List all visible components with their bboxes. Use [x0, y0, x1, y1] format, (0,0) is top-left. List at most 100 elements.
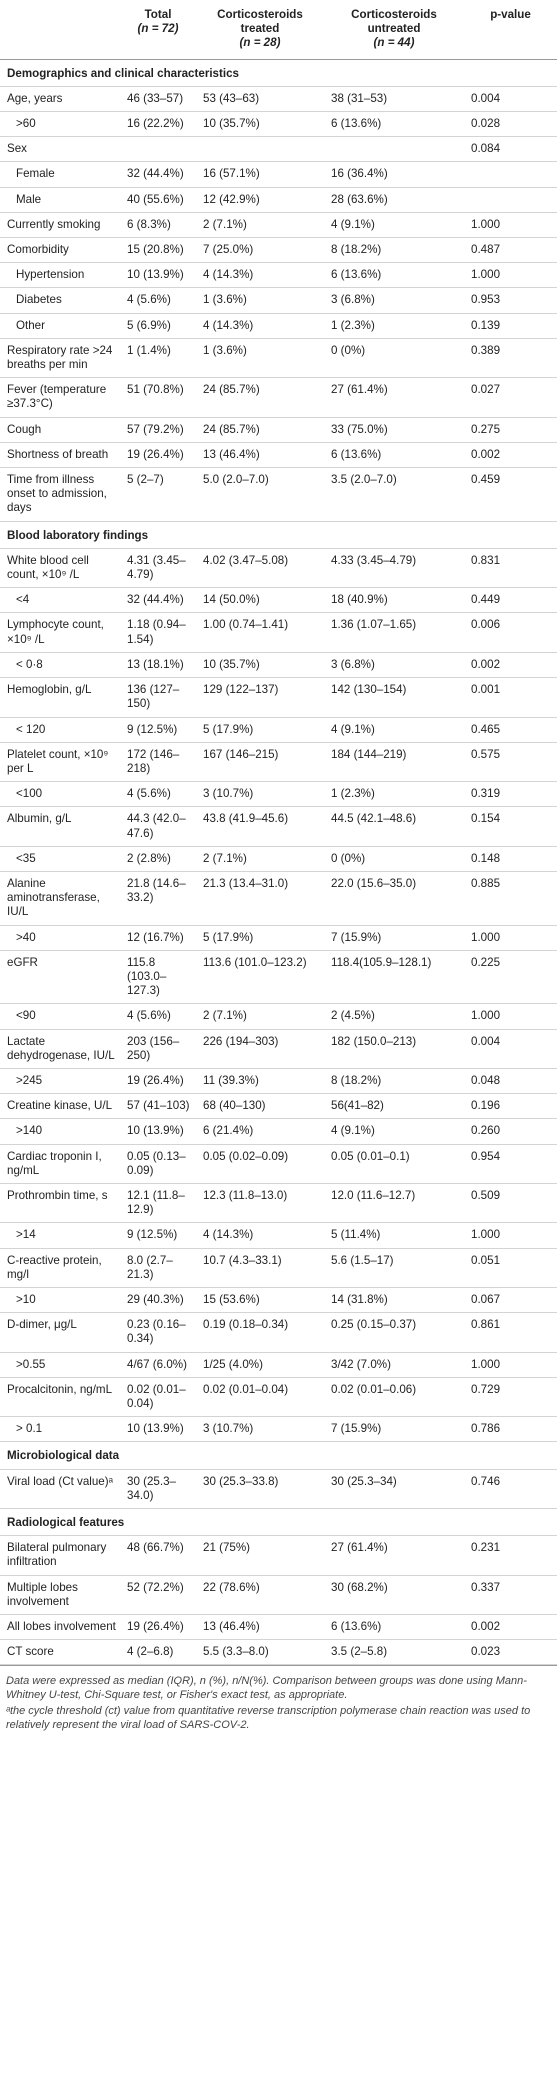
cell: 68 (40–130)	[196, 1093, 324, 1120]
cell: 10 (35.7%)	[196, 652, 324, 679]
data-row: Alanine aminotransferase, IU/L 21.8 (14.6…	[0, 871, 557, 926]
data-row: Shortness of breath 19 (26.4%) 13 (46.4%) 6…	[0, 442, 557, 469]
cell: 0.953	[464, 287, 557, 314]
section-heading: Demographics and clinical characteristic…	[0, 59, 557, 87]
data-row: Respiratory rate >24 breaths per min 1 (1…	[0, 338, 557, 379]
cell: 0.139	[464, 313, 557, 339]
cell: 19 (26.4%)	[120, 1614, 196, 1641]
cell: 1.00 (0.74–1.41)	[196, 612, 324, 653]
cell: 0.19 (0.18–0.34)	[196, 1312, 324, 1353]
row-label: < 120	[0, 717, 120, 743]
cell: 129 (122–137)	[196, 677, 324, 718]
section-row: Radiological features	[0, 1508, 557, 1537]
cell: 1.000	[464, 1003, 557, 1030]
cell: 172 (146–218)	[120, 742, 196, 783]
data-row: Diabetes 4 (5.6%) 1 (3.6%) 3 (6.8%) 0.953	[0, 287, 557, 314]
cell: 57 (41–103)	[120, 1093, 196, 1120]
row-label: Shortness of breath	[0, 442, 120, 469]
cell: 6 (21.4%)	[196, 1118, 324, 1145]
cell: 0.487	[464, 237, 557, 264]
row-label: >60	[0, 111, 120, 138]
cell: 1.000	[464, 1222, 557, 1249]
row-label: Time from illness onset to admission, da…	[0, 467, 120, 522]
row-label: Prothrombin time, s	[0, 1183, 120, 1224]
cell: 0.051	[464, 1248, 557, 1288]
section-heading: Microbiological data	[0, 1441, 557, 1470]
row-label: >0.55	[0, 1352, 120, 1378]
cell: 44.5 (42.1–48.6)	[324, 806, 464, 847]
data-row: Fever (temperature ≥37.3°C) 51 (70.8%) 24 …	[0, 377, 557, 418]
data-row: Sex 0.084	[0, 136, 557, 163]
row-label: Procalcitonin, ng/mL	[0, 1377, 120, 1418]
cell: 30 (25.3–34)	[324, 1469, 464, 1510]
data-row: Platelet count, ×10⁹ per L 172 (146–218) 1…	[0, 742, 557, 783]
header-cell: Total (n = 72)	[120, 0, 196, 60]
row-label: Platelet count, ×10⁹ per L	[0, 742, 120, 783]
cell: 2 (7.1%)	[196, 846, 324, 872]
cell: 3 (10.7%)	[196, 781, 324, 808]
data-row: Time from illness onset to admission, da…	[0, 467, 557, 522]
cell: 14 (31.8%)	[324, 1287, 464, 1314]
row-label: >14	[0, 1222, 120, 1249]
header-title: Corticosteroids treated	[217, 8, 303, 36]
cell: 0.148	[464, 846, 557, 872]
cell: 0.260	[464, 1118, 557, 1145]
data-row: C-reactive protein, mg/l 8.0 (2.7–21.3) 10…	[0, 1248, 557, 1288]
cell: 0.459	[464, 467, 557, 522]
data-row: Cough 57 (79.2%) 24 (85.7%) 33 (75.0%) 0.275	[0, 417, 557, 443]
row-label: CT score	[0, 1639, 120, 1666]
cell: 15 (20.8%)	[120, 237, 196, 264]
data-row: >14 9 (12.5%) 4 (14.3%) 5 (11.4%) 1.000	[0, 1222, 557, 1249]
cell	[464, 187, 557, 213]
row-label: D-dimer, μg/L	[0, 1312, 120, 1353]
section-row: Microbiological data	[0, 1441, 557, 1470]
row-label: eGFR	[0, 950, 120, 1005]
row-label: >10	[0, 1287, 120, 1314]
cell: 30 (25.3–34.0)	[120, 1469, 196, 1510]
cell: 4 (14.3%)	[196, 1222, 324, 1249]
cell: 12 (42.9%)	[196, 187, 324, 213]
cell: 0.002	[464, 1614, 557, 1641]
row-label: Hemoglobin, g/L	[0, 677, 120, 718]
row-label: < 0·8	[0, 652, 120, 679]
data-row: Prothrombin time, s 12.1 (11.8–12.9) 12.3 …	[0, 1183, 557, 1224]
cell: 0.225	[464, 950, 557, 1005]
data-row: Bilateral pulmonary infiltration 48 (66.7…	[0, 1535, 557, 1576]
cell: 118.4(105.9–128.1)	[324, 950, 464, 1005]
cell: 32 (44.4%)	[120, 587, 196, 614]
row-label: Cardiac troponin I, ng/mL	[0, 1144, 120, 1184]
header-cell	[0, 0, 120, 60]
cell: 5.5 (3.3–8.0)	[196, 1639, 324, 1666]
cell: 6 (13.6%)	[324, 111, 464, 138]
cell: 0.729	[464, 1377, 557, 1418]
row-label: >140	[0, 1118, 120, 1145]
row-label: Albumin, g/L	[0, 806, 120, 847]
cell: 182 (150.0–213)	[324, 1029, 464, 1069]
data-row: Albumin, g/L 44.3 (42.0–47.6) 43.8 (41.9–4…	[0, 806, 557, 847]
cell: 18 (40.9%)	[324, 587, 464, 614]
data-row: Age, years 46 (33–57) 53 (43–63) 38 (31–53)…	[0, 86, 557, 113]
section-row: Demographics and clinical characteristic…	[0, 59, 557, 87]
row-label: Comorbidity	[0, 237, 120, 264]
cell: 3.5 (2–5.8)	[324, 1639, 464, 1666]
cell: 1.18 (0.94–1.54)	[120, 612, 196, 653]
data-row: >10 29 (40.3%) 15 (53.6%) 14 (31.8%) 0.067	[0, 1287, 557, 1314]
data-row: Female 32 (44.4%) 16 (57.1%) 16 (36.4%)	[0, 161, 557, 188]
cell: 19 (26.4%)	[120, 1068, 196, 1095]
data-row: Lactate dehydrogenase, IU/L 203 (156–250)…	[0, 1029, 557, 1069]
cell: 0.575	[464, 742, 557, 783]
data-row: Comorbidity 15 (20.8%) 7 (25.0%) 8 (18.2%) 0…	[0, 237, 557, 264]
cell: 29 (40.3%)	[120, 1287, 196, 1314]
data-row: Male 40 (55.6%) 12 (42.9%) 28 (63.6%)	[0, 187, 557, 213]
cell: 5 (2–7)	[120, 467, 196, 522]
cell: 0.004	[464, 86, 557, 113]
cell: 3/42 (7.0%)	[324, 1352, 464, 1378]
cell: 0.02 (0.01–0.06)	[324, 1377, 464, 1418]
row-label: White blood cell count, ×10⁹ /L	[0, 548, 120, 589]
cell: 0.954	[464, 1144, 557, 1184]
cell: 51 (70.8%)	[120, 377, 196, 418]
data-table: Total (n = 72) Corticosteroids treated (n =…	[0, 0, 557, 1666]
cell: 28 (63.6%)	[324, 187, 464, 213]
cell: 10 (13.9%)	[120, 262, 196, 289]
cell: 4 (14.3%)	[196, 313, 324, 339]
